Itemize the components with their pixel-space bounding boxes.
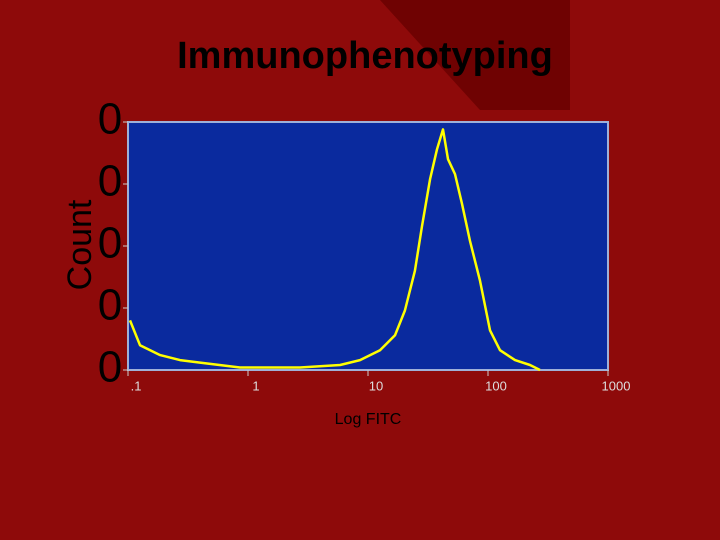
chart-title: Immunophenotyping — [177, 35, 553, 77]
y-axis-label: Count — [61, 199, 99, 290]
x-tick-label: .1 — [131, 378, 142, 393]
x-tick-label: 10 — [369, 378, 383, 393]
y-tick-label: 0 — [98, 95, 122, 144]
y-tick-label: 0 — [98, 281, 122, 330]
y-tick-label: 0 — [98, 157, 122, 206]
plot-area — [128, 122, 608, 370]
x-tick-label: 100 — [485, 378, 507, 393]
x-tick-label: 1 — [252, 378, 259, 393]
y-tick-label: 0 — [98, 343, 122, 392]
slide: Immunophenotyping Count Log FITC 0 0 0 0 0 .1… — [0, 0, 720, 540]
y-tick-label: 0 — [98, 219, 122, 268]
x-tick-label: 1000 — [602, 378, 631, 393]
x-axis-label: Log FITC — [335, 411, 402, 428]
